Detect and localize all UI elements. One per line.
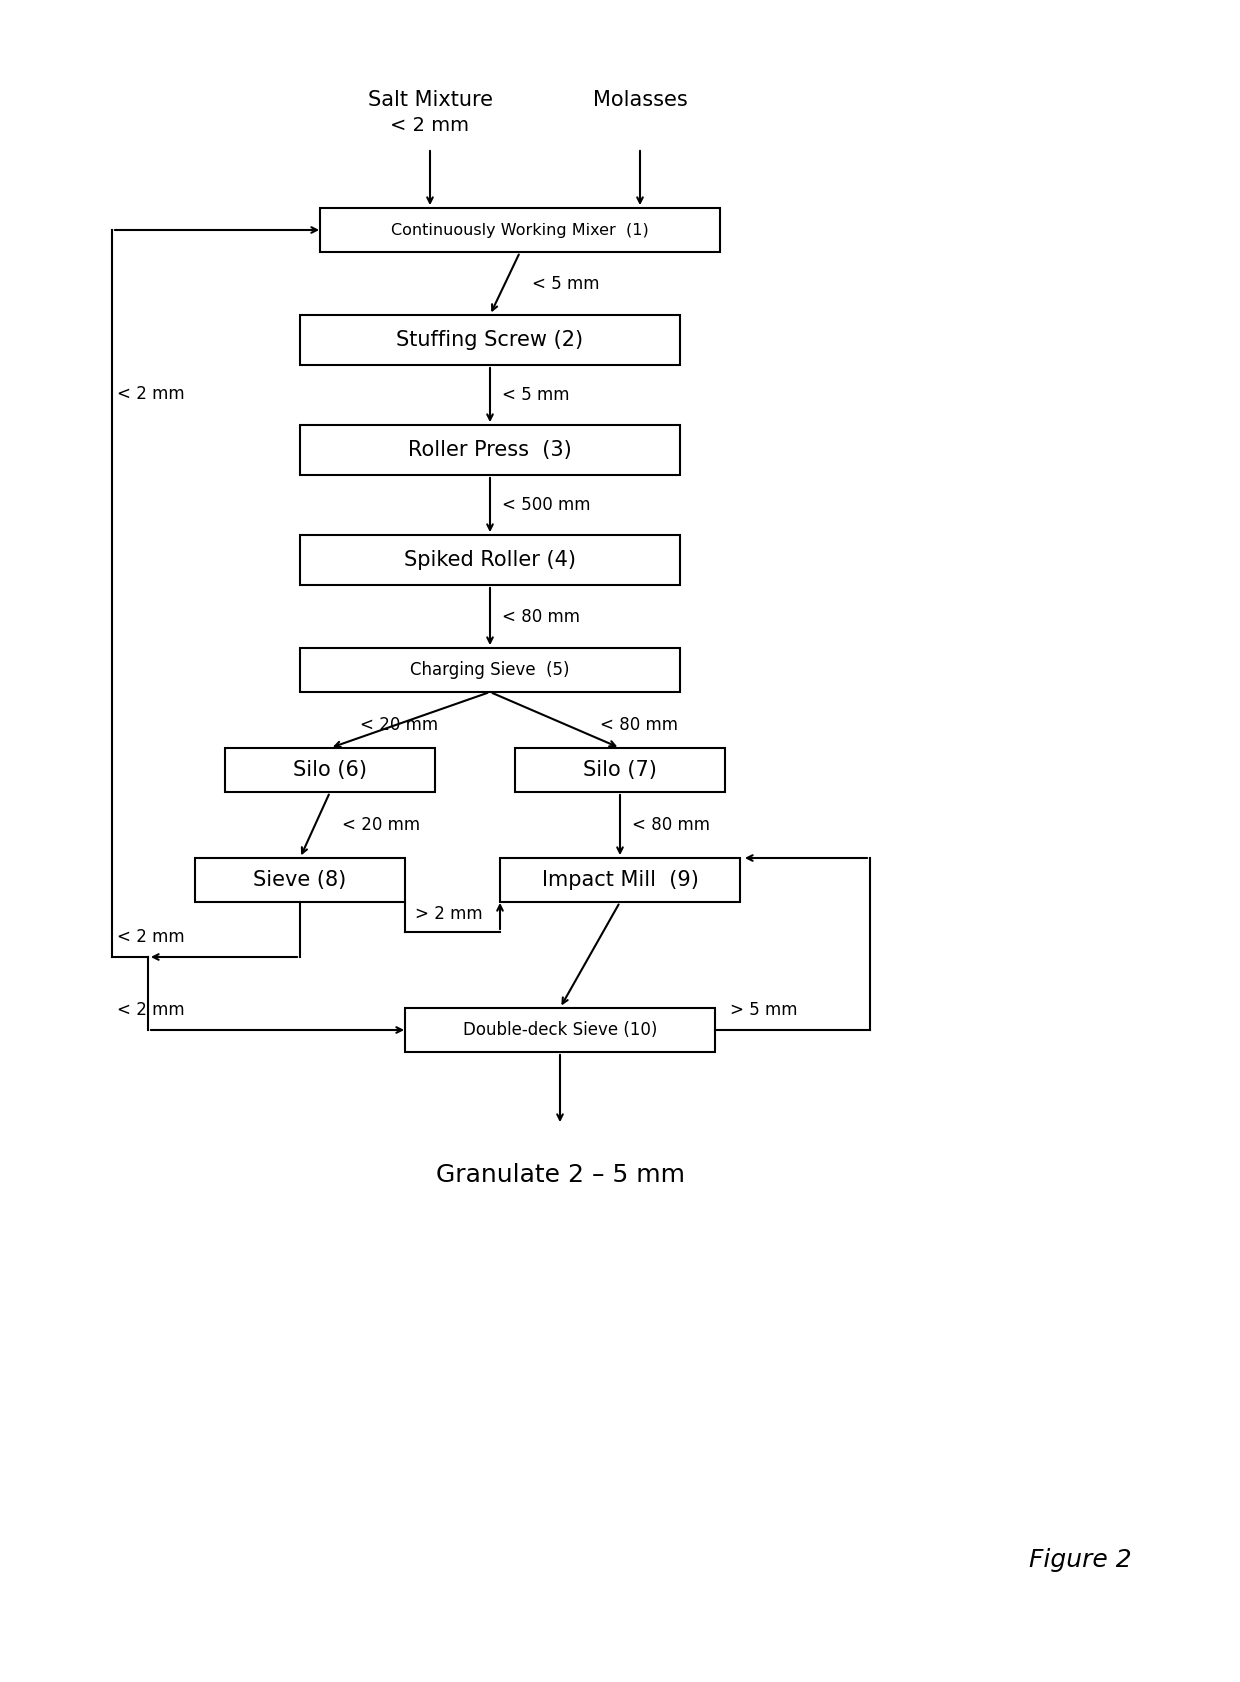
Text: Molasses: Molasses: [593, 91, 687, 109]
Text: < 20 mm: < 20 mm: [342, 816, 420, 834]
Text: Double-deck Sieve (10): Double-deck Sieve (10): [463, 1021, 657, 1039]
Bar: [300, 426, 680, 474]
Text: Sieve (8): Sieve (8): [253, 870, 347, 890]
Bar: [405, 1008, 715, 1051]
Text: Impact Mill  (9): Impact Mill (9): [542, 870, 698, 890]
Bar: [300, 315, 680, 365]
Text: Granulate 2 – 5 mm: Granulate 2 – 5 mm: [435, 1162, 684, 1187]
Text: < 2 mm: < 2 mm: [117, 928, 185, 945]
Bar: [300, 535, 680, 585]
Text: < 5 mm: < 5 mm: [502, 385, 569, 404]
Text: Salt Mixture: Salt Mixture: [367, 91, 492, 109]
Bar: [320, 209, 720, 252]
Text: < 500 mm: < 500 mm: [502, 496, 590, 515]
Text: Continuously Working Mixer  (1): Continuously Working Mixer (1): [391, 222, 649, 237]
Text: < 80 mm: < 80 mm: [502, 607, 580, 626]
Text: Silo (7): Silo (7): [583, 760, 657, 780]
Bar: [300, 648, 680, 691]
Text: Figure 2: Figure 2: [1029, 1547, 1131, 1573]
Text: < 2 mm: < 2 mm: [391, 116, 470, 135]
Text: Stuffing Screw (2): Stuffing Screw (2): [397, 330, 584, 350]
Text: Charging Sieve  (5): Charging Sieve (5): [410, 661, 569, 680]
Text: Silo (6): Silo (6): [293, 760, 367, 780]
Text: Spiked Roller (4): Spiked Roller (4): [404, 550, 577, 570]
Text: < 80 mm: < 80 mm: [600, 717, 678, 733]
Bar: [500, 858, 740, 902]
Text: < 80 mm: < 80 mm: [632, 816, 711, 834]
Bar: [195, 858, 405, 902]
Text: < 5 mm: < 5 mm: [532, 274, 599, 293]
Bar: [515, 748, 725, 792]
Text: > 5 mm: > 5 mm: [730, 1001, 797, 1019]
Text: Roller Press  (3): Roller Press (3): [408, 441, 572, 459]
Text: < 20 mm: < 20 mm: [360, 717, 438, 733]
Bar: [224, 748, 435, 792]
Text: > 2 mm: > 2 mm: [415, 905, 482, 923]
Text: < 2 mm: < 2 mm: [117, 1001, 185, 1019]
Text: < 2 mm: < 2 mm: [117, 385, 185, 402]
